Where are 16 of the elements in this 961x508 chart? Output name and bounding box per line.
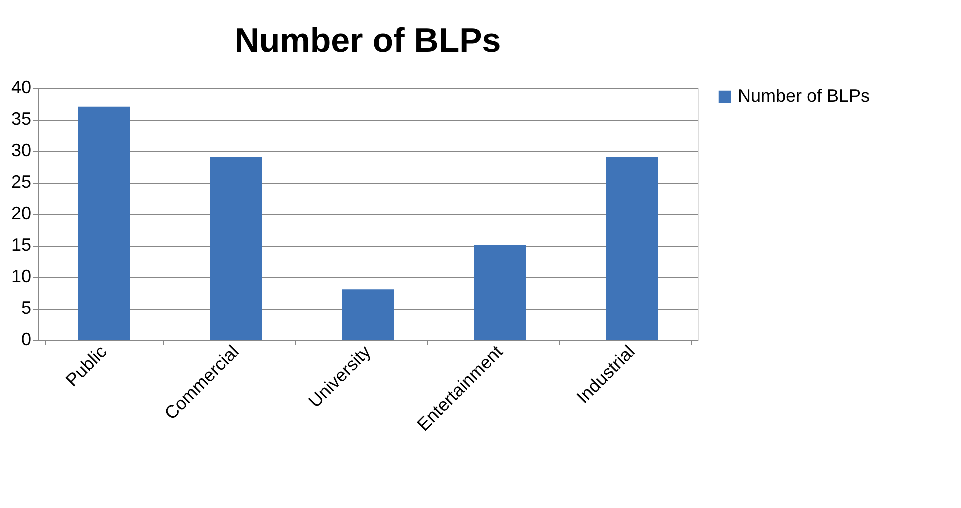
bar: [606, 157, 658, 340]
bar: [210, 157, 262, 340]
y-tick-label: 0: [21, 330, 32, 350]
y-tick-label: 15: [11, 235, 32, 255]
y-tick-label: 5: [21, 298, 32, 318]
chart-title: Number of BLPs: [234, 22, 502, 60]
y-tick-label: 40: [11, 78, 32, 98]
bar: [78, 106, 130, 340]
bar: [474, 246, 526, 340]
y-tick-label: 35: [11, 109, 32, 129]
legend-label: Number of BLPs: [738, 86, 870, 106]
y-tick-label: 25: [11, 172, 32, 192]
y-tick-label: 30: [11, 140, 32, 160]
bar: [342, 290, 394, 340]
y-tick-label: 20: [11, 204, 32, 224]
y-tick-label: 10: [11, 266, 32, 286]
